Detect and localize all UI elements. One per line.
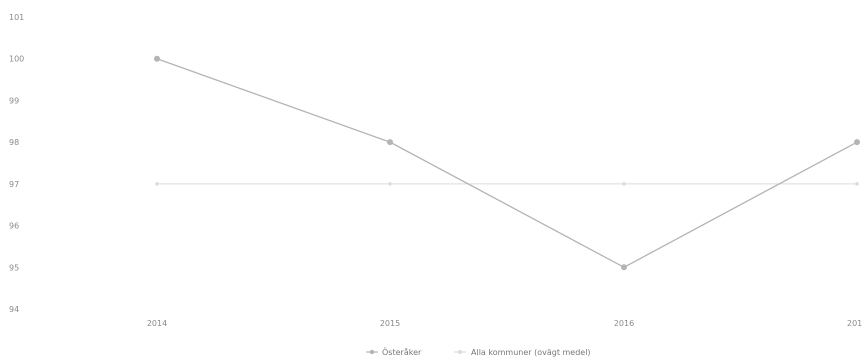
- y-tick-label: 95: [9, 263, 19, 272]
- data-point-osteraker: [387, 139, 393, 146]
- data-point-alla-kommuner: [855, 182, 859, 186]
- y-tick-label: 96: [9, 222, 19, 231]
- y-tick-label: 99: [9, 96, 19, 105]
- y-tick-label: 94: [9, 305, 19, 314]
- y-tick-label: 100: [9, 55, 24, 64]
- series-line-osteraker: [156, 58, 858, 269]
- legend: Österåker Alla kommuner (ovägt medel): [366, 347, 591, 357]
- data-point-alla-kommuner: [388, 182, 392, 186]
- data-point-osteraker: [854, 139, 860, 146]
- x-axis-ticks: 2014 2015 2016 201: [147, 319, 862, 328]
- legend-marker-dot-osteraker: [369, 349, 375, 355]
- y-tick-label: 101: [9, 13, 24, 22]
- data-point-alla-kommuner: [155, 182, 159, 186]
- y-tick-label: 98: [9, 138, 19, 147]
- x-tick-label: 2015: [380, 319, 400, 328]
- x-tick-label: 201: [847, 319, 862, 328]
- legend-label-alla: Alla kommuner (ovägt medel): [471, 348, 591, 357]
- y-axis-ticks: 101 100 99 98 97 96 95 94: [9, 13, 24, 314]
- x-tick-label: 2016: [614, 319, 634, 328]
- data-point-osteraker: [154, 55, 160, 62]
- x-tick-label: 2014: [147, 319, 167, 328]
- data-point-osteraker: [621, 264, 627, 271]
- data-point-alla-kommuner: [622, 182, 626, 186]
- legend-marker-dot-alla: [458, 350, 462, 354]
- y-tick-label: 97: [9, 180, 19, 189]
- series-layer: [154, 55, 860, 271]
- legend-label-osteraker: Österåker: [382, 347, 422, 357]
